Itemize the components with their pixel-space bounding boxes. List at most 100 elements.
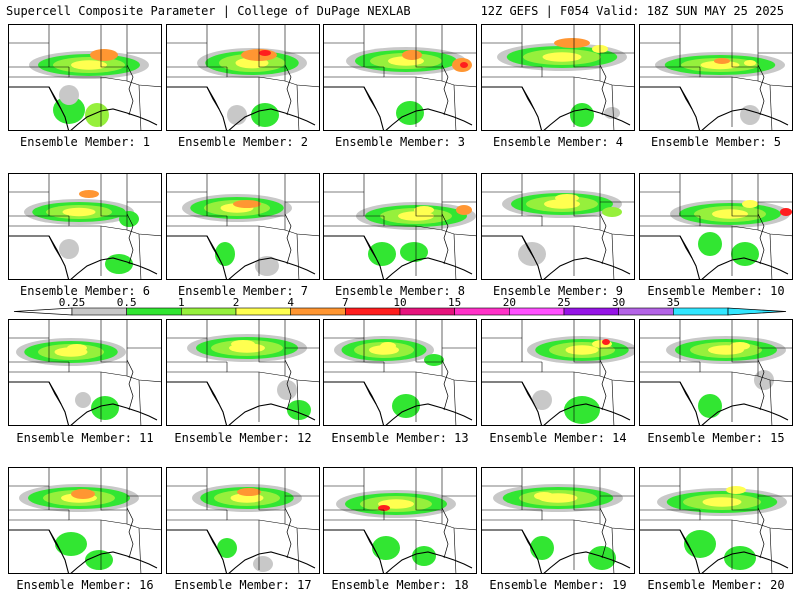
- map-boundary: [769, 233, 773, 279]
- map-boundary: [126, 375, 161, 383]
- colorbar-tick-label: 10: [393, 296, 407, 309]
- map-boundary: [415, 320, 442, 363]
- map-boundary: [769, 84, 773, 130]
- map-boundary: [441, 507, 449, 559]
- map-boundary: [100, 25, 127, 68]
- scp-contour: [53, 96, 85, 124]
- scp-contour: [602, 339, 610, 345]
- map-boundary: [640, 529, 693, 553]
- map-boundary: [441, 229, 476, 237]
- map-boundary: [284, 64, 292, 116]
- scp-contour: [67, 344, 87, 352]
- colorbar-arrow-high: [727, 307, 787, 316]
- scp-contour: [215, 242, 235, 266]
- scp-contour: [702, 497, 742, 507]
- scp-contour: [71, 489, 95, 499]
- map-boundary: [541, 216, 601, 231]
- colorbar-segment: [509, 307, 565, 316]
- map-boundary: [68, 362, 128, 377]
- map-boundary: [482, 235, 535, 259]
- ensemble-member-label: Ensemble Member: 18: [331, 578, 469, 592]
- scp-contour: [726, 486, 746, 494]
- scp-map: [9, 468, 161, 573]
- scp-contour: [59, 85, 79, 105]
- ensemble-member-label: Ensemble Member: 8: [334, 284, 466, 298]
- map-boundary: [757, 213, 765, 265]
- scp-contour: [119, 211, 139, 227]
- map-boundary: [699, 510, 759, 525]
- scp-map: [167, 320, 319, 425]
- scp-map: [640, 320, 792, 425]
- scp-map: [167, 25, 319, 130]
- scp-contour: [372, 536, 400, 560]
- scp-contour: [55, 532, 87, 556]
- map-boundary: [138, 233, 142, 279]
- map-boundary: [226, 510, 286, 525]
- scp-map: [482, 174, 634, 279]
- map-boundary: [167, 235, 220, 259]
- scp-contour: [85, 550, 113, 570]
- map-boundary: [441, 213, 449, 265]
- page-title: Supercell Composite Parameter | College …: [6, 4, 411, 18]
- ensemble-panel: [166, 467, 320, 574]
- ensemble-member-label: Ensemble Member: 3: [334, 135, 466, 149]
- map-boundary: [599, 229, 634, 237]
- ensemble-member-label: Ensemble Member: 19: [489, 578, 627, 592]
- map-boundary: [731, 320, 758, 363]
- map-boundary: [284, 359, 292, 411]
- scp-contour: [742, 200, 758, 208]
- map-boundary: [68, 216, 128, 231]
- colorbar-segment: [673, 307, 729, 316]
- map-boundary: [126, 229, 161, 237]
- map-boundary: [126, 64, 134, 116]
- scp-contour: [414, 206, 434, 214]
- map-boundary: [757, 64, 765, 116]
- map-boundary: [296, 379, 300, 425]
- map-boundary: [482, 529, 535, 553]
- map-boundary: [769, 379, 773, 425]
- ensemble-panel: [166, 24, 320, 131]
- ensemble-panel: [8, 467, 162, 574]
- colorbar-segment: [563, 307, 619, 316]
- ensemble-member-label: Ensemble Member: 15: [647, 431, 785, 445]
- scp-contour: [700, 60, 740, 70]
- scp-map: [324, 25, 476, 130]
- colorbar-segment: [345, 307, 401, 316]
- scp-contour: [62, 207, 96, 217]
- map-boundary: [757, 523, 792, 531]
- map-boundary: [138, 84, 142, 130]
- map-boundary: [757, 229, 792, 237]
- map-boundary: [731, 468, 758, 511]
- ensemble-panel: [323, 173, 477, 280]
- scp-contour: [91, 396, 119, 420]
- scp-contour: [602, 207, 622, 217]
- ensemble-panel: [639, 173, 793, 280]
- scp-map: [9, 320, 161, 425]
- map-boundary: [640, 235, 693, 259]
- ensemble-member-label: Ensemble Member: 1: [19, 135, 151, 149]
- scp-contour: [731, 242, 759, 266]
- map-boundary: [126, 523, 161, 531]
- map-boundary: [226, 362, 286, 377]
- map-boundary: [573, 174, 600, 217]
- map-boundary: [296, 233, 300, 279]
- scp-contour: [380, 342, 396, 350]
- map-boundary: [324, 235, 377, 259]
- ensemble-panel: [639, 319, 793, 426]
- colorbar-tick-label: 4: [287, 296, 294, 309]
- valid-time: 12Z GEFS | F054 Valid: 18Z SUN MAY 25 20…: [480, 4, 784, 18]
- scp-contour: [400, 242, 428, 262]
- scp-map: [640, 174, 792, 279]
- scp-contour: [542, 52, 582, 62]
- ensemble-panel: [8, 173, 162, 280]
- map-boundary: [599, 80, 634, 88]
- map-boundary: [415, 468, 442, 511]
- colorbar-tick-label: 25: [557, 296, 571, 309]
- ensemble-member-label: Ensemble Member: 17: [174, 578, 312, 592]
- ensemble-panel: [481, 24, 635, 131]
- map-boundary: [699, 67, 759, 82]
- scp-contour: [565, 345, 599, 355]
- map-boundary: [757, 80, 792, 88]
- colorbar-tick-label: 35: [666, 296, 680, 309]
- ensemble-panel: [166, 319, 320, 426]
